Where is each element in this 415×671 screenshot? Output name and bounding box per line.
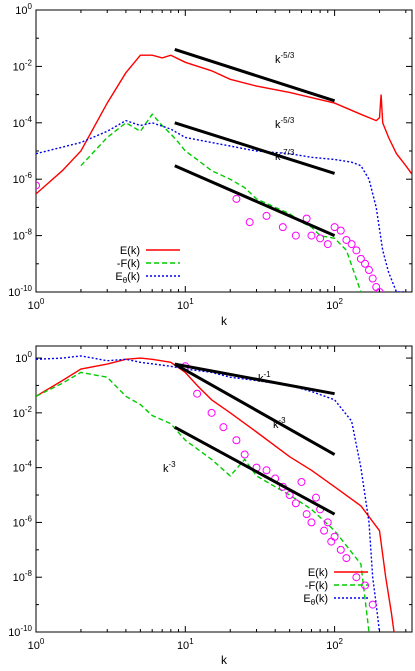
- x-tick-label: 101: [177, 637, 194, 652]
- data-point: [291, 231, 300, 240]
- y-tick-label: 10-4: [13, 115, 33, 130]
- series-markers: [181, 362, 377, 609]
- data-point: [327, 537, 336, 546]
- series-line-3: [36, 355, 381, 632]
- chart-panel-1: 100 101 102 100 10-2 10-4 10-6 10-8 10-10 k k-5/3 k…: [8, 2, 413, 328]
- data-point: [245, 218, 254, 227]
- data-point: [375, 288, 384, 292]
- data-point: [291, 499, 300, 508]
- plot-frame: [35, 9, 413, 293]
- data-point: [278, 223, 287, 232]
- reference-line: [174, 362, 336, 456]
- data-point: [240, 450, 249, 459]
- series-line-3: [36, 119, 406, 292]
- power-law-label: k-3: [273, 416, 286, 431]
- power-law-label: k-5/3: [275, 116, 295, 131]
- data-point: [307, 518, 316, 527]
- x-axis-title: k: [221, 653, 228, 667]
- data-point: [323, 240, 332, 249]
- reference-line: [174, 121, 336, 175]
- data-point: [311, 493, 320, 502]
- y-tick-label: 100: [15, 2, 32, 17]
- y-tick-label: 10-10: [8, 284, 32, 299]
- power-law-label: k-1: [258, 370, 271, 385]
- data-point: [342, 235, 351, 244]
- y-tick-label: 10-6: [13, 514, 33, 529]
- data-point: [368, 600, 377, 609]
- legend: E(k)-F(k)Eθ(k): [115, 245, 180, 285]
- data-point: [361, 259, 370, 268]
- data-point: [364, 266, 373, 275]
- legend: E(k)-F(k)Eθ(k): [303, 567, 368, 607]
- power-law-label: k-7/3: [275, 148, 295, 163]
- reference-line: [174, 362, 335, 396]
- data-point: [356, 254, 365, 263]
- y-tick-label: 10-2: [13, 58, 33, 73]
- series-line-2: [80, 113, 362, 292]
- data-point: [297, 477, 306, 486]
- legend-label: -F(k): [305, 580, 328, 592]
- series-line-1: [36, 357, 395, 632]
- data-point: [330, 223, 339, 232]
- x-tick-label: 100: [28, 637, 45, 652]
- y-tick-label: 10-8: [13, 569, 33, 584]
- data-point: [193, 389, 202, 398]
- data-point: [352, 573, 361, 582]
- x-tick-label: 102: [326, 297, 343, 312]
- y-tick-label: 10-10: [8, 624, 32, 639]
- data-point: [302, 510, 311, 519]
- legend-label: E(k): [120, 245, 140, 257]
- plot-frame: [35, 345, 413, 633]
- series-line-1: [36, 54, 412, 195]
- data-point: [36, 181, 40, 190]
- data-point: [336, 226, 345, 235]
- plot-area: [36, 47, 412, 292]
- data-point: [232, 436, 241, 445]
- y-tick-label: 10-8: [13, 228, 33, 243]
- data-point: [330, 532, 339, 541]
- chart-panel-2: 100 101 102 100 10-2 10-4 10-6 10-8 10-10 k k-1 k-3…: [8, 345, 413, 667]
- y-tick-label: 100: [15, 350, 32, 365]
- data-point: [316, 234, 325, 243]
- data-point: [320, 526, 329, 535]
- data-point: [336, 545, 345, 554]
- x-tick-label: 102: [326, 637, 343, 652]
- reference-line: [174, 47, 336, 103]
- data-point: [323, 518, 332, 527]
- data-point: [368, 274, 377, 283]
- series-markers: [36, 181, 384, 292]
- data-point: [262, 466, 271, 475]
- legend-label: E(k): [308, 567, 328, 579]
- y-tick-label: 10-2: [13, 405, 33, 420]
- data-point: [285, 491, 294, 500]
- data-point: [347, 240, 356, 249]
- data-point: [219, 423, 228, 432]
- power-law-label: k-3: [163, 460, 176, 475]
- data-point: [262, 211, 271, 220]
- power-law-label: k-5/3: [275, 51, 295, 66]
- data-point: [352, 246, 361, 255]
- data-point: [207, 408, 216, 417]
- data-point: [342, 554, 351, 563]
- plot-area: [36, 355, 395, 632]
- data-point: [307, 231, 316, 240]
- y-tick-label: 10-6: [13, 171, 33, 186]
- x-tick-label: 101: [177, 297, 194, 312]
- data-point: [372, 283, 381, 292]
- legend-label: Eθ(k): [303, 593, 328, 607]
- y-tick-label: 10-4: [13, 460, 33, 475]
- series-line-2: [36, 371, 370, 632]
- x-tick-label: 100: [28, 297, 45, 312]
- reference-line: [174, 164, 336, 237]
- data-point: [232, 194, 241, 203]
- legend-label: Eθ(k): [115, 271, 140, 285]
- legend-label: -F(k): [117, 258, 140, 270]
- reference-line: [174, 425, 336, 516]
- x-axis-title: k: [221, 314, 228, 328]
